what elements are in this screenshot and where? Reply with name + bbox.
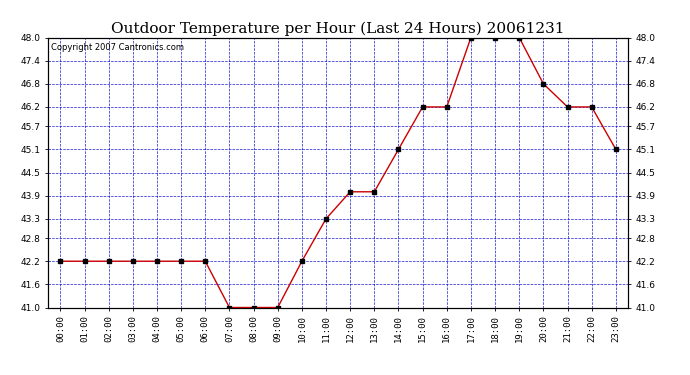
Text: Copyright 2007 Cantronics.com: Copyright 2007 Cantronics.com bbox=[51, 43, 184, 52]
Title: Outdoor Temperature per Hour (Last 24 Hours) 20061231: Outdoor Temperature per Hour (Last 24 Ho… bbox=[111, 22, 565, 36]
